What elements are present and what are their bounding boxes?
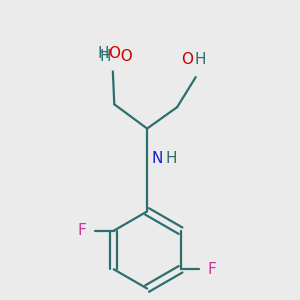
Text: O: O [108,46,120,62]
Text: N: N [152,151,163,166]
Text: H: H [97,46,109,62]
Text: F: F [208,262,216,277]
Text: F: F [78,223,87,238]
Text: H: H [194,52,206,67]
Text: O: O [181,52,193,67]
Text: O: O [111,49,133,64]
Text: H: H [166,151,177,166]
Text: H: H [100,49,111,64]
